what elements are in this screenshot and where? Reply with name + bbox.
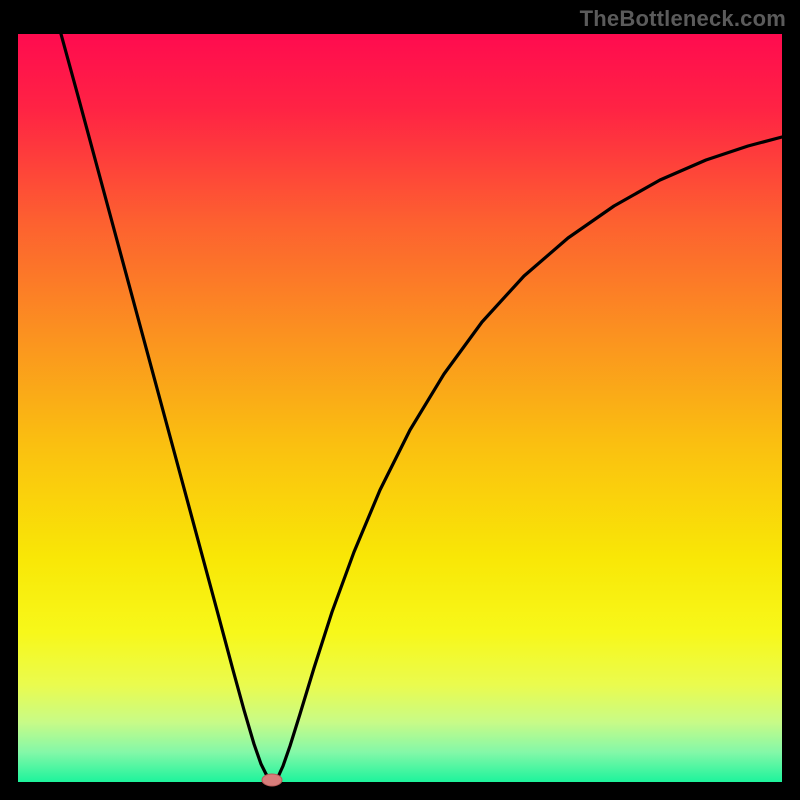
bottleneck-curve-svg [18, 34, 782, 782]
bottleneck-curve [61, 34, 782, 782]
minimum-marker [262, 774, 282, 786]
plot-area [18, 34, 782, 782]
chart-frame [0, 0, 800, 800]
watermark-text: TheBottleneck.com [580, 6, 786, 32]
